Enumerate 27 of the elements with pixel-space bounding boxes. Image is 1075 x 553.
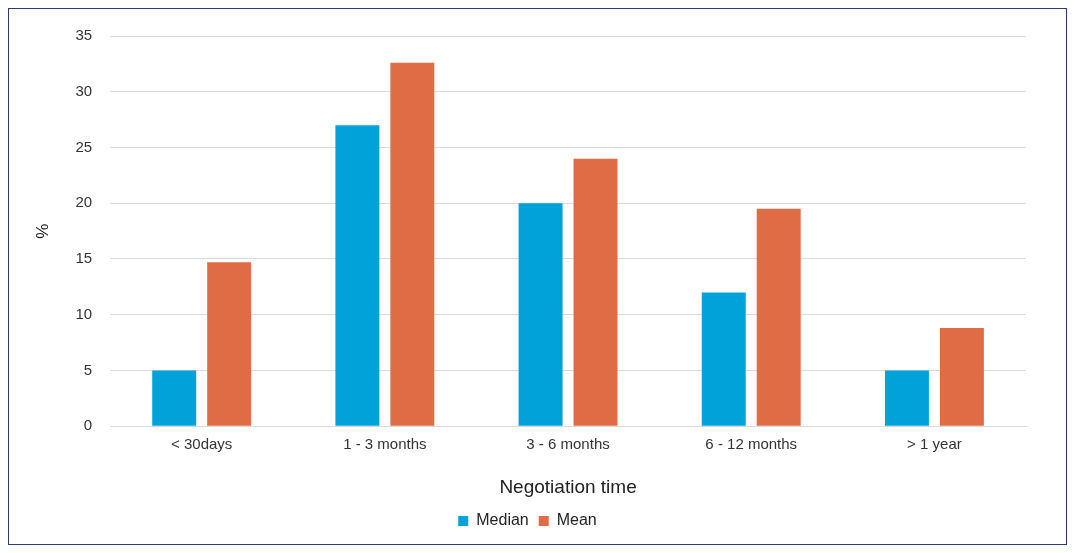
x-tick-label: 3 - 6 months (526, 435, 610, 453)
legend-label: Median (476, 511, 529, 529)
x-tick-label: > 1 year (907, 435, 962, 453)
y-tick-label: 20 (75, 193, 93, 211)
y-tick-label: 30 (75, 81, 93, 99)
y-tick-label: 5 (83, 360, 93, 378)
y-tick-label: 0 (83, 416, 93, 434)
bar (518, 203, 563, 426)
x-axis-title: Negotiation time (499, 475, 637, 497)
y-tick-label: 25 (75, 137, 93, 155)
bar (939, 328, 984, 426)
bar (207, 262, 252, 426)
y-axis-title: % (32, 223, 52, 239)
bar (152, 370, 197, 426)
bar (335, 125, 380, 426)
bar (701, 292, 746, 426)
bar (390, 62, 435, 426)
x-tick-label: 6 - 12 months (705, 435, 798, 453)
bar (756, 208, 801, 426)
y-tick-label: 35 (75, 26, 93, 44)
bar (884, 370, 929, 426)
x-tick-label: 1 - 3 months (343, 435, 427, 453)
y-tick-label: 15 (75, 249, 93, 267)
legend-label: Mean (556, 511, 597, 529)
x-tick-label: < 30days (171, 435, 233, 453)
bar (573, 158, 618, 426)
y-tick-label: 10 (75, 304, 93, 322)
